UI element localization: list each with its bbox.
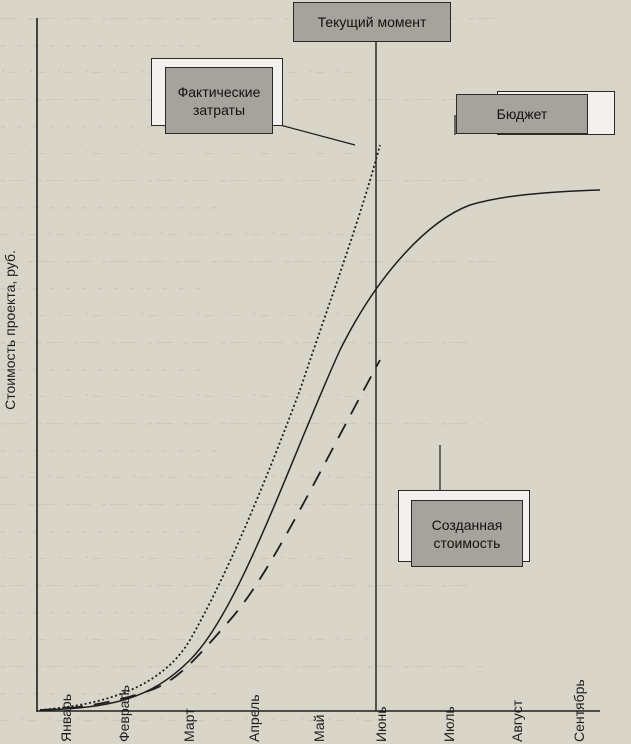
month-label: Июнь xyxy=(373,706,389,742)
month-label: Март xyxy=(181,708,197,743)
month-label: Июль xyxy=(441,706,457,742)
budget-box: Бюджет xyxy=(456,94,588,134)
earned-value-curve xyxy=(39,359,381,711)
month-label: Август xyxy=(509,699,525,742)
budget-curve xyxy=(39,189,601,711)
month-label: Апрель xyxy=(246,694,262,743)
actual-costs-curve xyxy=(39,144,381,711)
earned-value-box: Созданная стоимость xyxy=(411,500,523,567)
month-label: Февраль xyxy=(116,685,132,742)
actual-costs-pointer xyxy=(279,124,356,146)
actual-costs-label: Фактические затраты xyxy=(177,83,261,118)
month-label: Январь xyxy=(58,694,74,742)
current-moment-box: Текущий момент xyxy=(293,2,451,42)
month-label: Сентябрь xyxy=(571,679,587,742)
earned-value-label: Созданная стоимость xyxy=(431,516,503,551)
y-axis-label: Стоимость проекта, руб. xyxy=(2,250,18,410)
current-moment-label: Текущий момент xyxy=(317,14,427,30)
month-label: Май xyxy=(311,714,327,742)
budget-label: Бюджет xyxy=(496,106,548,122)
actual-costs-box: Фактические затраты xyxy=(165,67,273,134)
